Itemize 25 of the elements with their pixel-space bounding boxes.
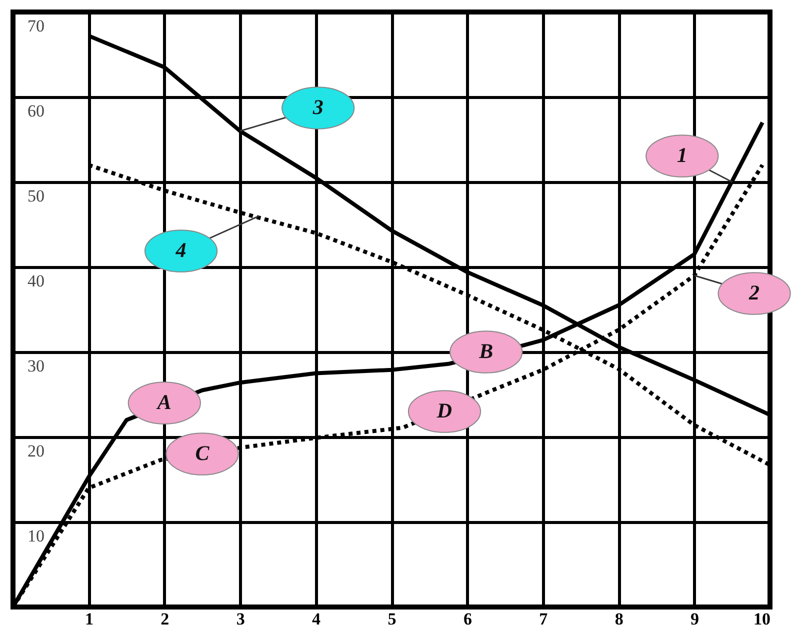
y-tick-label: 10 xyxy=(28,526,44,546)
y-tick-label: 20 xyxy=(28,442,44,460)
x-tick-label: 10 xyxy=(754,610,770,628)
annotation: A xyxy=(155,390,172,414)
annotation: C xyxy=(195,441,210,465)
annotation: 4 xyxy=(174,238,186,262)
x-tick-label: 2 xyxy=(160,610,170,628)
x-tick-label: 9 xyxy=(690,610,700,628)
y-tick-label: 60 xyxy=(28,102,44,120)
annotation: B xyxy=(478,339,494,363)
annotation: D xyxy=(436,398,452,422)
y-tick-label: 70 xyxy=(28,16,44,36)
annotation: 1 xyxy=(676,143,688,167)
x-tick-label: 6 xyxy=(463,610,472,628)
x-tick-label: 3 xyxy=(236,610,245,628)
annotation: 2 xyxy=(748,280,760,304)
y-tick-label: 40 xyxy=(28,272,44,290)
x-tick-label: 5 xyxy=(388,610,396,628)
x-tick-label: 8 xyxy=(614,610,624,628)
x-tick-label: 7 xyxy=(539,610,548,628)
x-tick-label: 1 xyxy=(84,610,94,628)
y-tick-label: 50 xyxy=(28,186,44,206)
annotation: 3 xyxy=(312,95,324,119)
y-tick-label: 30 xyxy=(28,356,44,376)
x-tick-label: 4 xyxy=(312,610,322,628)
